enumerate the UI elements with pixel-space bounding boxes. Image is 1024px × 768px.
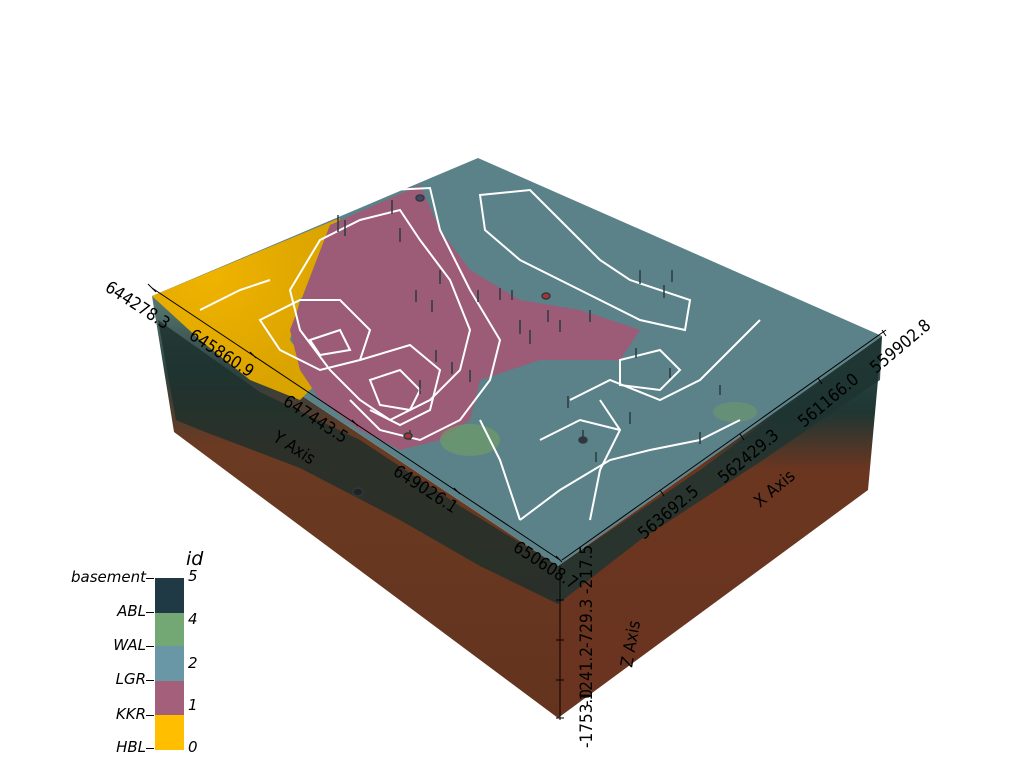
hbl-region — [152, 218, 340, 400]
layer-band-left — [158, 320, 558, 604]
z-tick-label: -1241.2 — [577, 647, 597, 706]
z-tick-label: -1753.0 — [577, 689, 597, 748]
z-axis — [556, 566, 564, 720]
z-axis-tick-labels: -1753.0 -1241.2 -729.3 -217.5 Z Axis — [577, 545, 645, 748]
borehole-markers — [337, 194, 721, 497]
layer-band-right — [558, 336, 882, 604]
contour-lines — [199, 186, 761, 521]
y-axis — [147, 283, 563, 563]
z-tick-label: -217.5 — [577, 545, 597, 594]
x-axis — [561, 329, 887, 561]
wal-patch — [713, 402, 757, 422]
z-tick-label: -729.3 — [577, 599, 597, 648]
